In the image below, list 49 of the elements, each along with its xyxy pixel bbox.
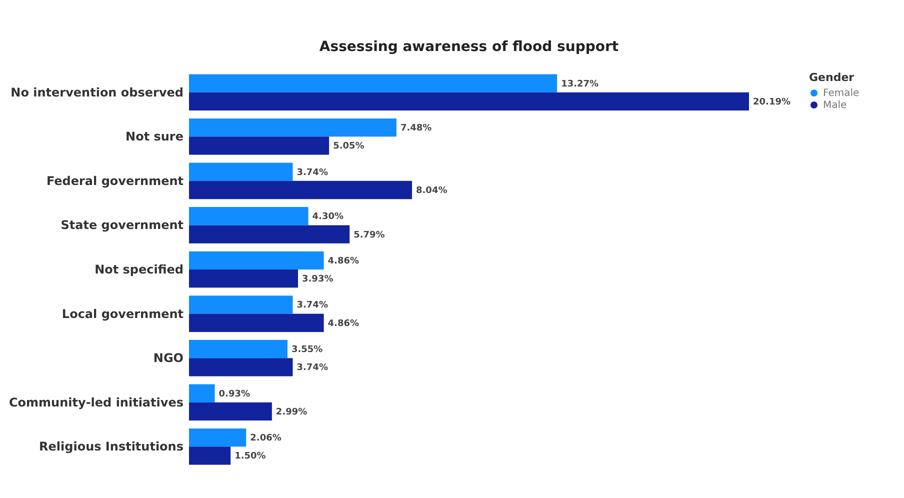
y-tick-label: No intervention observed — [10, 85, 184, 100]
data-label: 13.27% — [561, 79, 599, 90]
bar — [189, 118, 396, 137]
data-label: 3.74% — [296, 363, 328, 374]
data-label: 5.05% — [333, 142, 364, 152]
legend-label: Male — [823, 100, 847, 111]
data-label: 4.30% — [312, 212, 344, 222]
bar — [189, 446, 231, 465]
bar — [189, 296, 293, 314]
bar — [189, 225, 350, 244]
data-label: 5.79% — [354, 230, 385, 240]
bar — [189, 384, 215, 402]
bar — [189, 358, 293, 376]
y-tick-label: Not specified — [94, 262, 184, 276]
y-tick-label: State government — [60, 218, 184, 232]
data-label: 3.74% — [296, 300, 328, 311]
data-label: 3.74% — [296, 168, 328, 178]
bar — [189, 92, 749, 111]
y-tick-label: Local government — [62, 306, 184, 321]
bar — [189, 314, 324, 332]
data-label: 8.04% — [416, 186, 448, 196]
data-label: 1.50% — [234, 452, 266, 462]
bar — [189, 270, 298, 288]
data-label: 3.55% — [291, 344, 323, 355]
data-label: 2.06% — [250, 434, 282, 444]
data-label: 2.99% — [276, 407, 308, 418]
data-label: 4.86% — [328, 318, 360, 329]
legend-title: Gender — [809, 71, 855, 84]
bar — [189, 340, 288, 358]
data-label: 4.86% — [328, 256, 360, 266]
y-tick-label: Community-led initiatives — [9, 395, 184, 410]
bar — [189, 136, 330, 155]
y-tick-label: Federal government — [46, 174, 184, 188]
data-label: 7.48% — [400, 124, 432, 134]
legend-label: Female — [823, 88, 860, 99]
bar — [189, 402, 272, 421]
chart-title: Assessing awareness of flood support — [319, 39, 619, 55]
y-tick-label: Not sure — [126, 130, 184, 144]
bar — [189, 207, 308, 226]
bar — [189, 74, 558, 92]
data-label: 20.19% — [753, 97, 790, 108]
data-label: 3.93% — [302, 274, 334, 285]
y-tick-label: Religious Institutions — [39, 440, 184, 454]
bar — [189, 162, 293, 181]
bar — [189, 251, 324, 270]
bar — [189, 428, 246, 447]
data-label: 0.93% — [218, 389, 250, 400]
bar — [189, 180, 412, 200]
y-tick-label: NGO — [153, 351, 184, 366]
